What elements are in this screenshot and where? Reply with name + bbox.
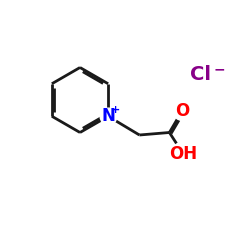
Text: N: N bbox=[101, 107, 115, 125]
Text: +: + bbox=[111, 105, 120, 115]
Text: −: − bbox=[214, 62, 225, 76]
Text: O: O bbox=[175, 102, 189, 120]
Text: Cl: Cl bbox=[190, 66, 211, 84]
Text: OH: OH bbox=[169, 145, 197, 163]
